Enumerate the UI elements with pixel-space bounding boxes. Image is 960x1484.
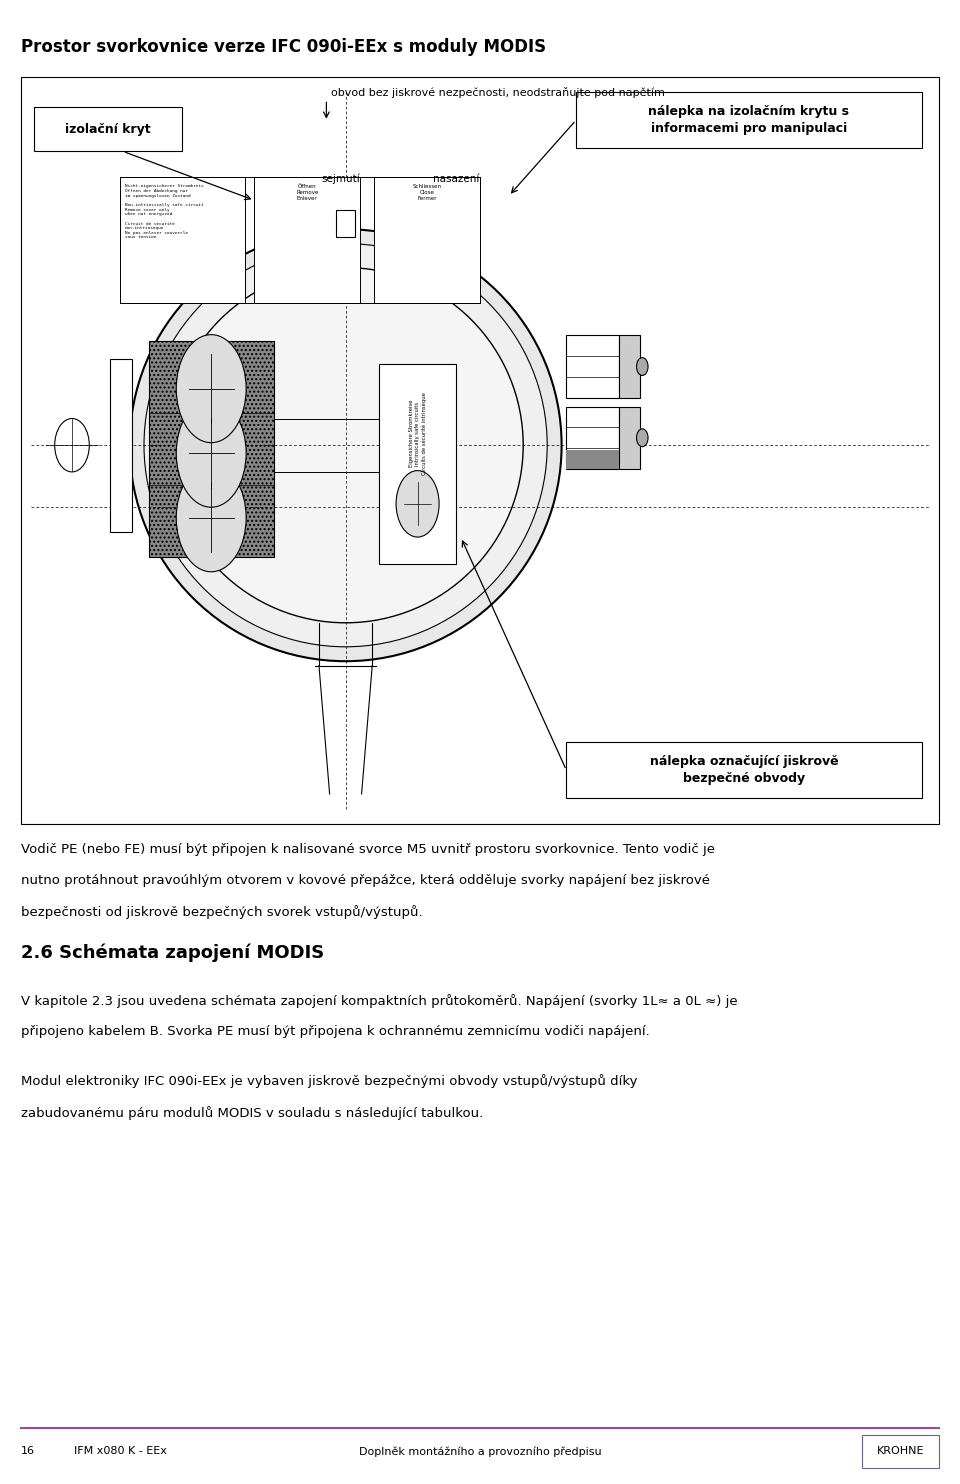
Text: připojeno kabelem B. Svorka PE musí být připojena k ochrannému zemnicímu vodiči : připojeno kabelem B. Svorka PE musí být … xyxy=(21,1025,650,1039)
Bar xyxy=(566,450,619,469)
Text: nálepka označující jiskrově
bezpečné obvody: nálepka označující jiskrově bezpečné obv… xyxy=(650,755,838,785)
Text: bezpečnosti od jiskrově bezpečných svorek vstupů/výstupů.: bezpečnosti od jiskrově bezpečných svore… xyxy=(21,905,422,919)
Bar xyxy=(149,341,274,556)
Bar xyxy=(379,364,456,564)
Text: V kapitole 2.3 jsou uvedena schémata zapojení kompaktních průtokoměrů. Napájení : V kapitole 2.3 jsou uvedena schémata zap… xyxy=(21,994,737,1008)
Circle shape xyxy=(396,470,439,537)
Text: Schliessen
Close
Fermer: Schliessen Close Fermer xyxy=(413,184,442,200)
Text: obvod bez jiskrové nezpečnosti, neodstraňujte pod napětím: obvod bez jiskrové nezpečnosti, neodstra… xyxy=(331,86,665,98)
Text: Eigensichere Stromkreise
Intrinsically safe circuits
Circuits de sécurité intrin: Eigensichere Stromkreise Intrinsically s… xyxy=(409,392,426,475)
Text: nálepka na izolačním krytu s
informacemi pro manipulaci: nálepka na izolačním krytu s informacemi… xyxy=(648,105,850,135)
Bar xyxy=(374,177,480,303)
Bar xyxy=(566,407,619,469)
Text: Prostor svorkovnice verze IFC 090i-EEx s moduly MODIS: Prostor svorkovnice verze IFC 090i-EEx s… xyxy=(21,39,546,56)
Bar xyxy=(336,209,355,236)
Text: 2.6 Schémata zapojení MODIS: 2.6 Schémata zapojení MODIS xyxy=(21,944,324,962)
Text: nasazení: nasazení xyxy=(433,174,479,184)
Text: Modul elektroniky IFC 090i-EEx je vybaven jiskrově bezpečnými obvody vstupů/výst: Modul elektroniky IFC 090i-EEx je vybave… xyxy=(21,1074,637,1088)
Bar xyxy=(619,335,639,398)
Ellipse shape xyxy=(168,267,523,623)
Text: nutno protáhnout pravoúhlým otvorem v kovové přepážce, která odděluje svorky nap: nutno protáhnout pravoúhlým otvorem v ko… xyxy=(21,874,710,887)
Text: KROHNE: KROHNE xyxy=(876,1447,924,1456)
Text: zabudovanému páru modulů MODIS v souladu s následující tabulkou.: zabudovanému páru modulů MODIS v souladu… xyxy=(21,1106,484,1119)
Text: Öffnen
Remove
Enlever: Öffnen Remove Enlever xyxy=(296,184,319,200)
Text: Doplněk montážního a provozního předpisu: Doplněk montážního a provozního předpisu xyxy=(359,1445,601,1457)
Bar xyxy=(862,1435,939,1468)
Bar xyxy=(34,107,182,151)
Text: sejmutí: sejmutí xyxy=(322,174,360,184)
Circle shape xyxy=(177,399,246,508)
Circle shape xyxy=(177,335,246,442)
Text: IFM x080 K - EEx: IFM x080 K - EEx xyxy=(74,1447,167,1456)
Bar xyxy=(110,359,132,531)
Bar xyxy=(254,177,360,303)
Bar xyxy=(566,335,619,398)
Ellipse shape xyxy=(144,243,547,647)
Bar xyxy=(576,92,922,148)
Bar xyxy=(120,177,245,303)
Text: izolační kryt: izolační kryt xyxy=(65,123,151,135)
Bar xyxy=(566,742,922,798)
Text: Vodič PE (nebo FE) musí být připojen k nalisované svorce M5 uvnitř prostoru svor: Vodič PE (nebo FE) musí být připojen k n… xyxy=(21,843,715,856)
Circle shape xyxy=(636,429,648,447)
Bar xyxy=(21,77,939,824)
Circle shape xyxy=(636,358,648,375)
Text: 16: 16 xyxy=(21,1447,36,1456)
Bar xyxy=(619,407,639,469)
Text: Nicht-eigensicherer Stromkreis
Öffnen der Abdeckung nur
im spannungslosen Zustan: Nicht-eigensicherer Stromkreis Öffnen de… xyxy=(125,184,204,239)
Bar xyxy=(120,177,480,303)
Circle shape xyxy=(177,463,246,571)
Ellipse shape xyxy=(130,229,562,662)
